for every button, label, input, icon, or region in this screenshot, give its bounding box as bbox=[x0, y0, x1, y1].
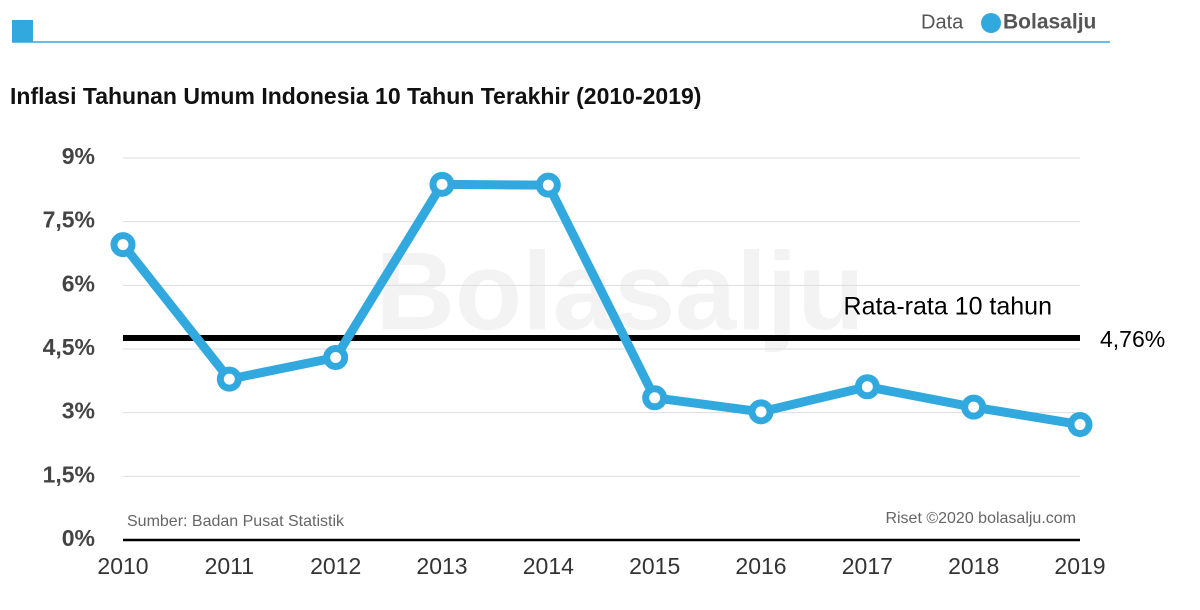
data-point bbox=[854, 374, 880, 400]
data-point bbox=[110, 232, 136, 258]
x-tick-label: 2017 bbox=[842, 553, 893, 579]
data-point bbox=[961, 394, 987, 420]
y-tick-label: 9% bbox=[62, 143, 95, 169]
header-brand: Bolasalju bbox=[1003, 11, 1096, 34]
x-tick-label: 2012 bbox=[310, 553, 361, 579]
data-point bbox=[429, 171, 455, 197]
x-tick-label: 2014 bbox=[523, 553, 574, 579]
y-tick-label: 7,5% bbox=[43, 207, 95, 233]
header-prefix: Data bbox=[921, 11, 964, 33]
x-tick-label: 2011 bbox=[205, 553, 254, 579]
data-point bbox=[535, 172, 561, 198]
x-tick-label: 2019 bbox=[1054, 553, 1105, 579]
data-line bbox=[119, 179, 1081, 429]
header-square bbox=[12, 20, 33, 42]
y-tick-label: 3% bbox=[62, 398, 95, 424]
average-label: Rata-rata 10 tahun bbox=[844, 293, 1052, 321]
x-tick-label: 2010 bbox=[97, 553, 148, 579]
brand-logo bbox=[981, 13, 1001, 33]
x-tick-label: 2013 bbox=[416, 553, 467, 579]
chart-title: Inflasi Tahunan Umum Indonesia 10 Tahun … bbox=[10, 83, 701, 109]
y-tick-label: 6% bbox=[62, 270, 95, 296]
data-point bbox=[642, 385, 668, 411]
source-note: Sumber: Badan Pusat Statistik bbox=[127, 513, 345, 530]
x-tick-label: 2016 bbox=[735, 553, 786, 579]
data-point bbox=[216, 366, 242, 392]
data-point bbox=[748, 399, 774, 425]
x-tick-label: 2018 bbox=[948, 553, 999, 579]
x-tick-label: 2015 bbox=[629, 553, 680, 579]
y-tick-label: 1,5% bbox=[43, 461, 95, 487]
data-point bbox=[1067, 412, 1093, 438]
y-tick-label: 0% bbox=[62, 525, 95, 551]
data-point bbox=[323, 344, 349, 370]
average-value-label: 4,76% bbox=[1100, 326, 1165, 352]
credit-note: Riset ©2020 bolasalju.com bbox=[885, 510, 1076, 527]
y-tick-label: 4,5% bbox=[43, 334, 95, 360]
